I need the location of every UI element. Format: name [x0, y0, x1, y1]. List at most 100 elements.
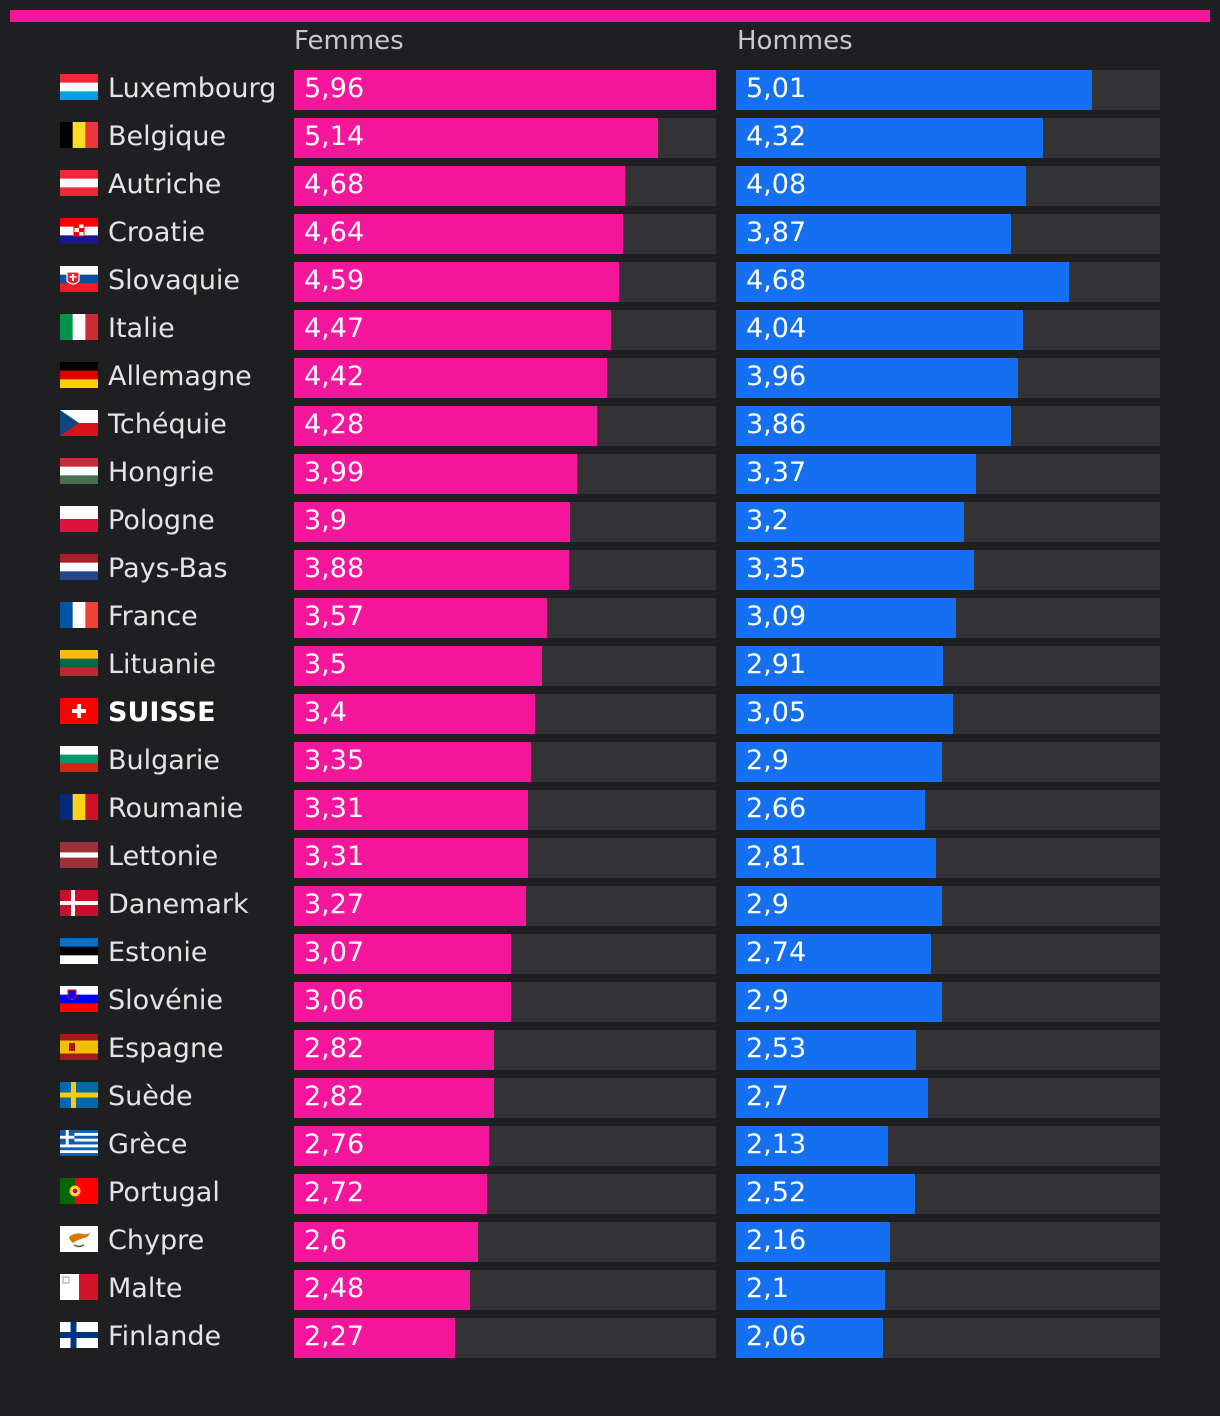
germany-flag-icon: [60, 362, 98, 388]
bar-track-femmes: 4,28: [294, 406, 716, 446]
data-label-hommes: 2,66: [746, 793, 807, 824]
bar-hommes: [736, 646, 943, 686]
data-label-femmes: 2,27: [304, 1321, 365, 1352]
data-label-hommes: 2,16: [746, 1225, 807, 1256]
chart-row-espagne: Espagne 2,82 2,53: [0, 1030, 1220, 1070]
chart-row-pays-bas: Pays-Bas 3,88 3,35: [0, 550, 1220, 590]
bar-track-femmes: 2,6: [294, 1222, 716, 1262]
data-label-femmes: 3,9: [304, 505, 347, 536]
bar-track-hommes: 2,9: [736, 742, 1160, 782]
chart-row-france: France 3,57 3,09: [0, 598, 1220, 638]
lithuania-flag-icon: [60, 650, 98, 676]
category-label: Estonie: [108, 937, 208, 968]
bar-track-femmes: 2,76: [294, 1126, 716, 1166]
bar-hommes: [736, 982, 942, 1022]
bar-hommes: [736, 214, 1011, 254]
data-label-hommes: 4,32: [746, 121, 807, 152]
france-flag-icon: [60, 602, 98, 628]
chart-row-pologne: Pologne 3,9 3,2: [0, 502, 1220, 542]
category-label: Portugal: [108, 1177, 220, 1208]
bar-femmes: [294, 1222, 478, 1262]
poland-flag-icon: [60, 506, 98, 532]
netherlands-flag-icon: [60, 554, 98, 580]
category-label: Tchéquie: [108, 409, 227, 440]
data-label-hommes: 2,53: [746, 1033, 807, 1064]
bulgaria-flag-icon: [60, 746, 98, 772]
slovakia-flag-icon: [60, 266, 98, 292]
bar-hommes: [736, 1078, 928, 1118]
data-label-hommes: 5,01: [746, 73, 807, 104]
bar-femmes: [294, 646, 542, 686]
slovenia-flag-icon: [60, 986, 98, 1012]
bar-track-femmes: 3,5: [294, 646, 716, 686]
bar-track-hommes: 3,86: [736, 406, 1160, 446]
bar-hommes: [736, 1174, 915, 1214]
data-label-hommes: 4,04: [746, 313, 807, 344]
data-label-femmes: 2,72: [304, 1177, 365, 1208]
bar-track-hommes: 4,08: [736, 166, 1160, 206]
series-heading-hommes: Hommes: [737, 26, 853, 56]
chart-row-portugal: Portugal 2,72 2,52: [0, 1174, 1220, 1214]
bar-hommes: [736, 406, 1011, 446]
bar-track-hommes: 3,05: [736, 694, 1160, 734]
bar-femmes: [294, 742, 531, 782]
data-label-hommes: 2,91: [746, 649, 807, 680]
bar-hommes: [736, 1030, 916, 1070]
category-label: Danemark: [108, 889, 249, 920]
category-label: Grèce: [108, 1129, 188, 1160]
data-label-femmes: 4,64: [304, 217, 365, 248]
bar-femmes: [294, 166, 625, 206]
chart-row-chypre: Chypre 2,6 2,16: [0, 1222, 1220, 1262]
bar-femmes: [294, 1174, 487, 1214]
luxembourg-flag-icon: [60, 74, 98, 100]
chart-row-roumanie: Roumanie 3,31 2,66: [0, 790, 1220, 830]
bar-track-femmes: 4,64: [294, 214, 716, 254]
data-label-hommes: 2,1: [746, 1273, 789, 1304]
bar-femmes: [294, 790, 528, 830]
bar-hommes: [736, 1270, 885, 1310]
data-label-hommes: 3,09: [746, 601, 807, 632]
bar-hommes: [736, 1318, 883, 1358]
croatia-flag-icon: [60, 218, 98, 244]
category-label: SUISSE: [108, 697, 216, 728]
chart-row-lituanie: Lituanie 3,5 2,91: [0, 646, 1220, 686]
bar-track-hommes: 2,13: [736, 1126, 1160, 1166]
bar-track-hommes: 2,9: [736, 982, 1160, 1022]
bar-femmes: [294, 262, 619, 302]
category-label: Croatie: [108, 217, 206, 248]
data-label-hommes: 2,52: [746, 1177, 807, 1208]
bar-track-femmes: 3,06: [294, 982, 716, 1022]
bar-track-femmes: 2,82: [294, 1078, 716, 1118]
denmark-flag-icon: [60, 890, 98, 916]
data-label-femmes: 3,5: [304, 649, 347, 680]
bar-track-femmes: 3,57: [294, 598, 716, 638]
bar-track-femmes: 3,27: [294, 886, 716, 926]
bar-track-femmes: 3,31: [294, 838, 716, 878]
bar-hommes: [736, 886, 942, 926]
top-accent-bar: [10, 10, 1210, 22]
data-label-hommes: 2,81: [746, 841, 807, 872]
bar-femmes: [294, 454, 577, 494]
data-label-hommes: 2,13: [746, 1129, 807, 1160]
bar-hommes: [736, 742, 942, 782]
bar-femmes: [294, 406, 597, 446]
bar-track-hommes: 3,96: [736, 358, 1160, 398]
category-label: Roumanie: [108, 793, 244, 824]
switzerland-flag-icon: [60, 698, 98, 724]
bar-track-hommes: 4,68: [736, 262, 1160, 302]
chart-row-autriche: Autriche 4,68 4,08: [0, 166, 1220, 206]
category-label: Pologne: [108, 505, 215, 536]
bar-hommes: [736, 262, 1069, 302]
bar-track-hommes: 3,09: [736, 598, 1160, 638]
data-label-femmes: 2,76: [304, 1129, 365, 1160]
data-label-femmes: 4,42: [304, 361, 365, 392]
czechia-flag-icon: [60, 410, 98, 436]
bar-hommes: [736, 118, 1043, 158]
bar-track-femmes: 2,72: [294, 1174, 716, 1214]
chart-row-tchequie: Tchéquie 4,28 3,86: [0, 406, 1220, 446]
data-label-femmes: 4,68: [304, 169, 365, 200]
category-label: Bulgarie: [108, 745, 221, 776]
category-label: Suède: [108, 1081, 193, 1112]
data-label-hommes: 2,06: [746, 1321, 807, 1352]
bar-track-hommes: 2,1: [736, 1270, 1160, 1310]
